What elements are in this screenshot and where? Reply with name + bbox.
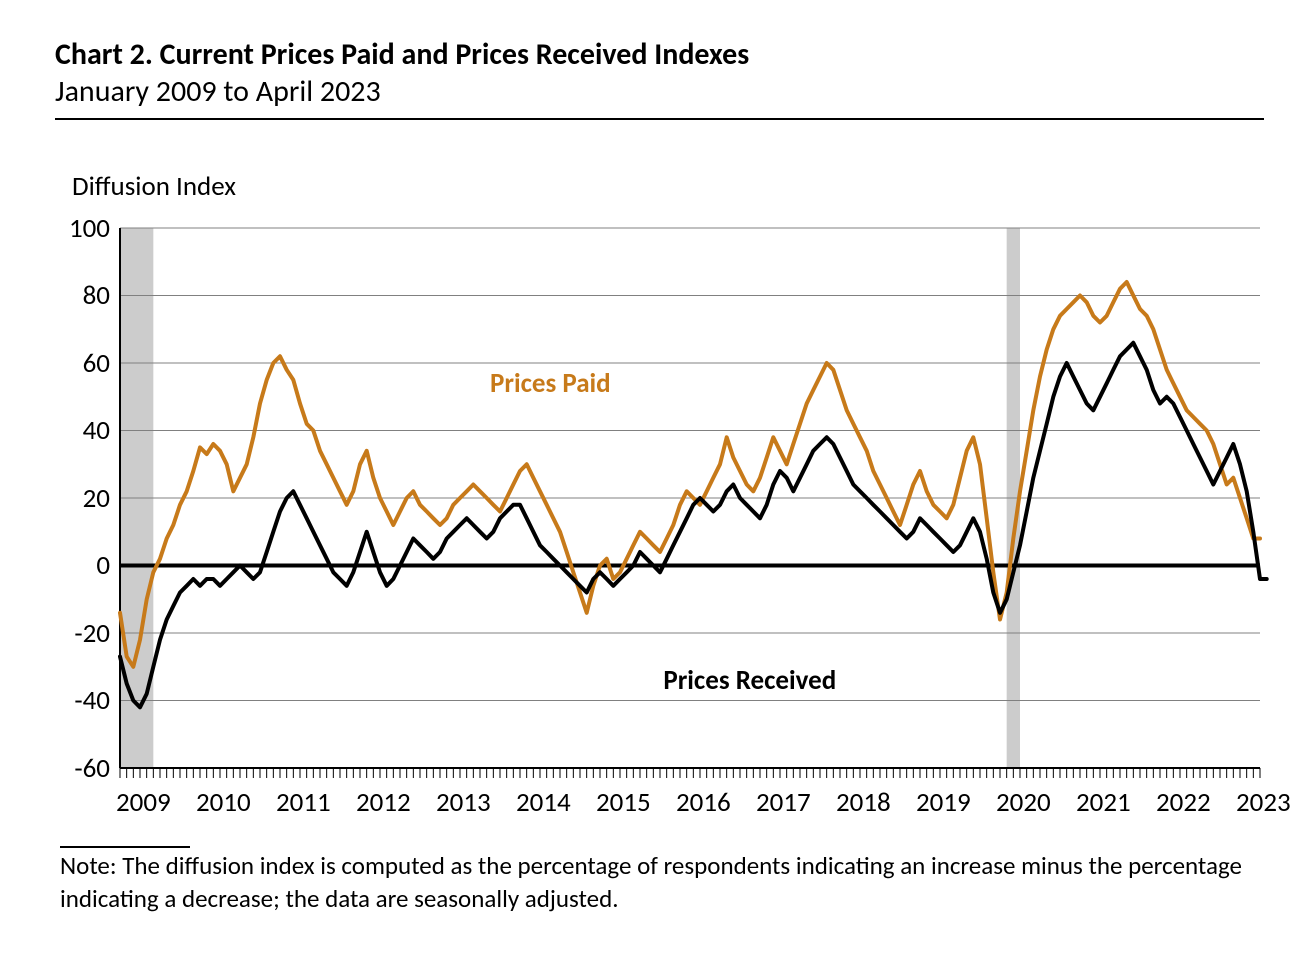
footnote-text: Note: The diffusion index is computed as…	[60, 850, 1254, 915]
x-tick-label: 2017	[756, 786, 811, 819]
x-tick-label: 2015	[596, 786, 651, 819]
x-tick-label: 2010	[196, 786, 251, 819]
x-tick-label: 2020	[996, 786, 1051, 819]
y-tick-label: 80	[40, 279, 110, 312]
footnote-rule	[60, 846, 190, 848]
series-label-prices-paid: Prices Paid	[490, 367, 611, 400]
x-tick-label: 2018	[836, 786, 891, 819]
x-tick-label: 2012	[356, 786, 411, 819]
series-label-prices-received: Prices Received	[663, 664, 836, 697]
y-tick-label: 60	[40, 347, 110, 380]
x-tick-label: 2009	[116, 786, 171, 819]
x-tick-label: 2016	[676, 786, 731, 819]
x-tick-label: 2019	[916, 786, 971, 819]
y-tick-label: -20	[40, 617, 110, 650]
y-tick-label: -60	[40, 752, 110, 785]
chart-container: Chart 2. Current Prices Paid and Prices …	[0, 0, 1304, 969]
y-tick-label: 0	[40, 549, 110, 582]
x-tick-label: 2022	[1156, 786, 1211, 819]
chart-svg	[0, 0, 1304, 969]
x-tick-label: 2014	[516, 786, 571, 819]
y-tick-label: 40	[40, 414, 110, 447]
x-tick-label: 2011	[276, 786, 331, 819]
x-tick-label: 2013	[436, 786, 491, 819]
y-tick-label: 20	[40, 482, 110, 515]
x-tick-label: 2021	[1076, 786, 1131, 819]
y-tick-label: -40	[40, 684, 110, 717]
y-tick-label: 100	[40, 212, 110, 245]
x-tick-label: 2023	[1236, 786, 1291, 819]
